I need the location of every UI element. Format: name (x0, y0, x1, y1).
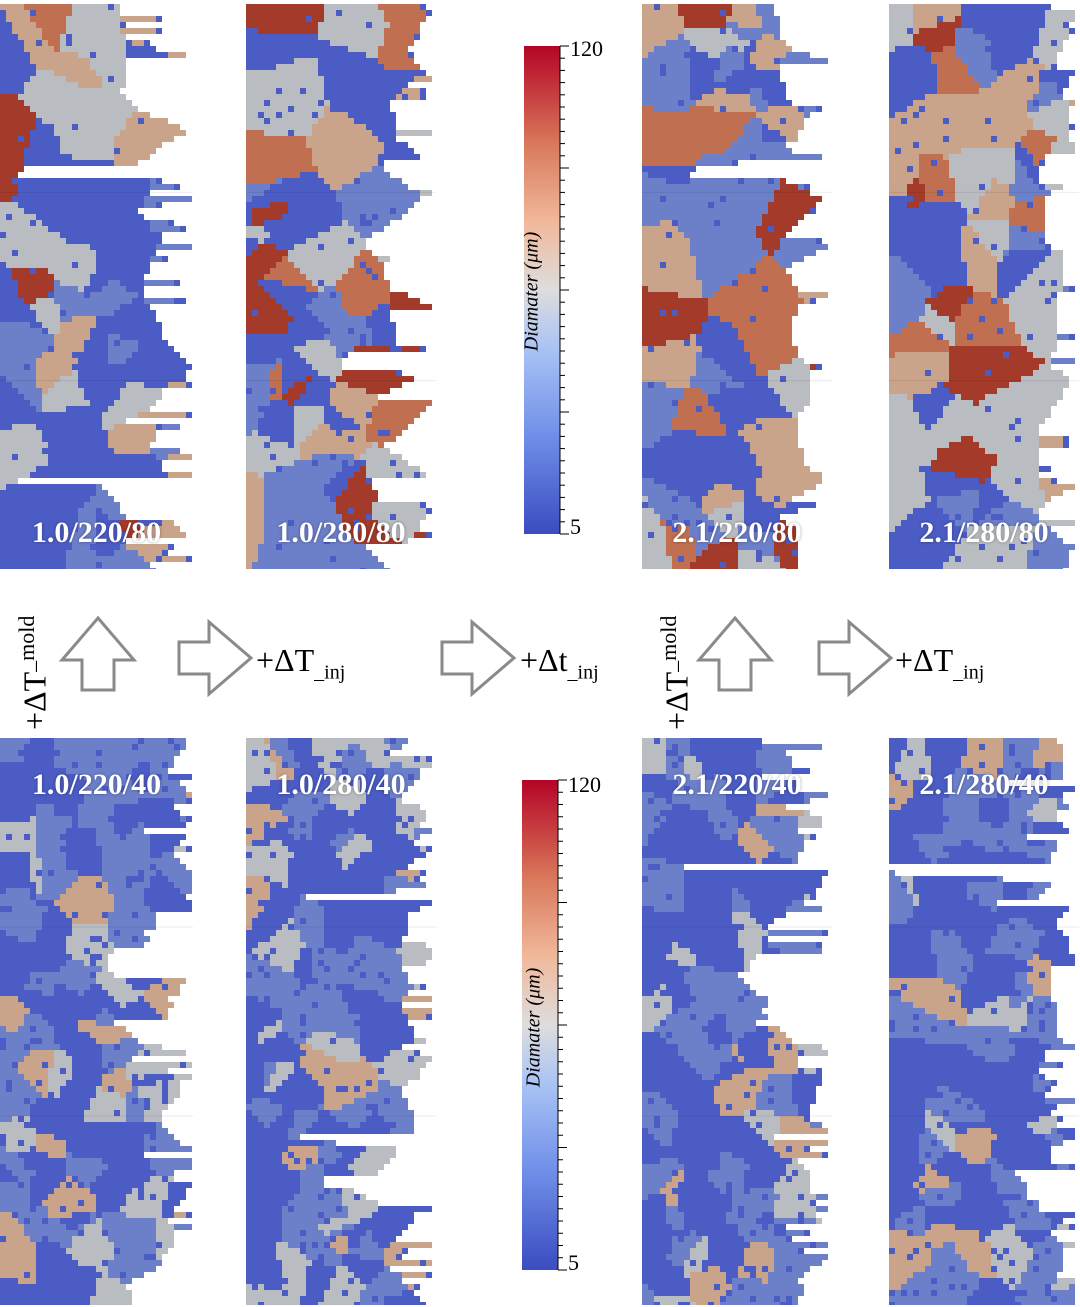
panel-bottom-1: 1.0/220/40 (0, 738, 193, 1305)
grain-map (889, 4, 1079, 569)
colorbar-title: Diamater (μm) (522, 967, 545, 1088)
panel-bottom-3: 2.1/220/40 (642, 738, 832, 1305)
annot-sub: _inj (314, 661, 346, 684)
annot-sub: _mold (14, 615, 39, 672)
panel-top-3: 2.1/220/80 (642, 4, 832, 569)
colorbar-min-label: 5 (568, 1250, 579, 1275)
right-arrow-icon (177, 618, 254, 698)
inj-temp-annotation-2: +ΔT_inj (895, 642, 984, 684)
annot-sub: _mold (656, 615, 681, 672)
colorbar-gradient (522, 779, 567, 1271)
grain-map (246, 4, 436, 569)
inj-time-annotation: +Δt_inj (520, 642, 599, 684)
annot-text: +Δt (520, 642, 568, 678)
mold-temp-annotation-left: +ΔT_mold (10, 616, 54, 730)
grain-map (889, 738, 1079, 1305)
panel-bottom-2: 1.0/280/40 (246, 738, 436, 1305)
panel-top-1: 1.0/220/80 (0, 4, 193, 569)
annot-text: +ΔT (658, 671, 695, 730)
annot-text: +ΔT (895, 642, 954, 678)
inj-temp-annotation-1: +ΔT_inj (256, 642, 345, 684)
panel-label: 2.1/280/40 (919, 768, 1049, 801)
grain-map (246, 738, 436, 1305)
panel-label: 1.0/220/80 (31, 516, 162, 549)
grain-map (642, 4, 832, 569)
panel-label: 1.0/280/40 (276, 768, 406, 801)
grain-map (642, 738, 832, 1305)
panel-top-4: 2.1/280/80 (889, 4, 1079, 569)
colorbar-top: 120 5 Diamater (μm) (520, 36, 630, 540)
colorbar-max-label: 120 (568, 772, 601, 797)
annot-text: +ΔT (16, 671, 53, 730)
panel-label: 2.1/280/80 (919, 516, 1049, 549)
annot-text: +ΔT (256, 642, 315, 678)
colorbar-bottom: 120 5 Diamater (μm) (518, 772, 628, 1276)
grain-map (0, 4, 193, 569)
panel-label: 2.1/220/80 (672, 516, 802, 549)
colorbar-gradient (524, 45, 569, 535)
panel-label: 2.1/220/40 (672, 768, 802, 801)
colorbar-max-label: 120 (570, 36, 603, 61)
right-arrow-icon (440, 618, 517, 698)
panel-bottom-4: 2.1/280/40 (889, 738, 1079, 1305)
colorbar-title: Diamater (μm) (520, 231, 543, 352)
panel-top-2: 1.0/280/80 (246, 4, 436, 569)
annot-sub: _inj (953, 661, 985, 684)
panel-label: 1.0/220/40 (31, 768, 162, 801)
right-arrow-icon (817, 618, 894, 698)
up-arrow-icon (58, 615, 138, 692)
mold-temp-annotation-right: +ΔT_mold (652, 616, 696, 730)
up-arrow-icon (695, 615, 775, 692)
grain-map (0, 738, 193, 1305)
colorbar-min-label: 5 (570, 514, 581, 539)
annot-sub: _inj (567, 661, 599, 684)
panel-label: 1.0/280/80 (276, 516, 406, 549)
